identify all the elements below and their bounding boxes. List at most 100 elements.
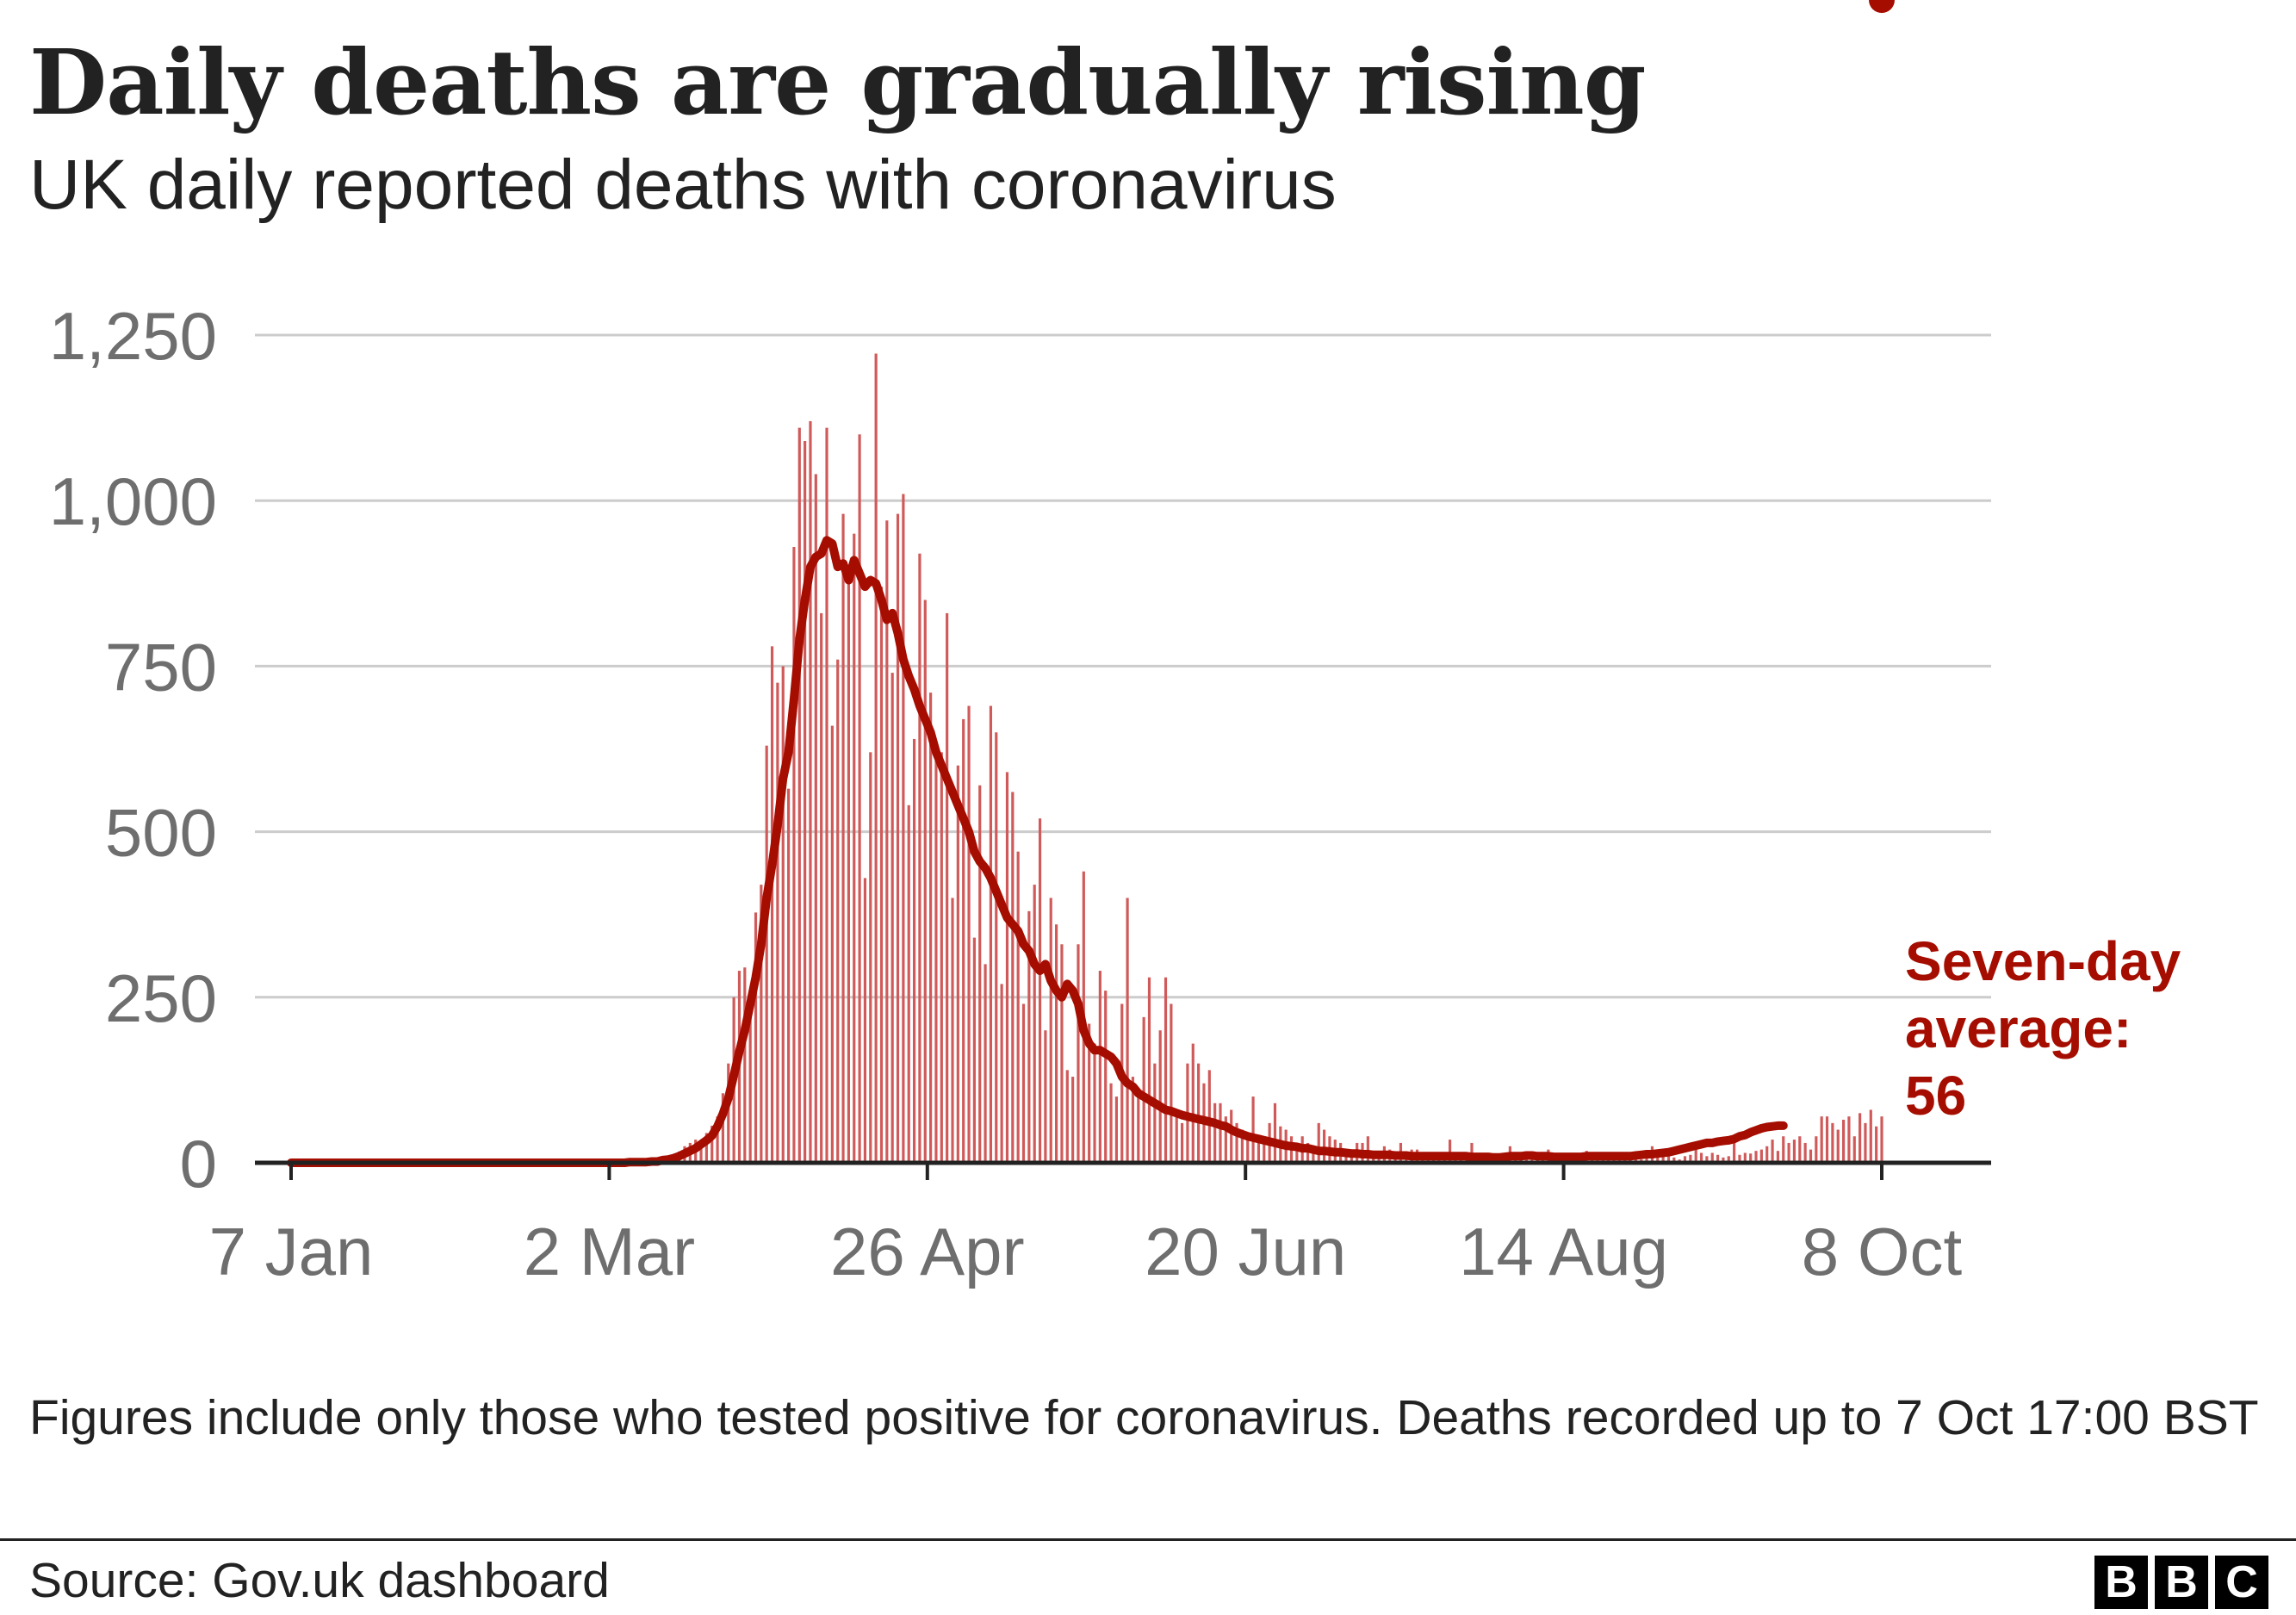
daily-deaths-bars (623, 353, 1883, 1164)
daily-death-bar (1093, 1043, 1096, 1163)
daily-death-bar (1191, 1043, 1195, 1163)
daily-death-bar (1246, 1136, 1250, 1163)
daily-death-bar (1859, 1113, 1862, 1163)
daily-death-bar (885, 520, 889, 1163)
seven-day-average-path (287, 536, 1788, 1167)
daily-death-bar (989, 705, 993, 1163)
daily-death-bar (1164, 977, 1168, 1163)
daily-death-bar (1224, 1116, 1227, 1163)
daily-death-bar (1071, 1077, 1075, 1163)
y-tick-label: 250 (105, 960, 217, 1036)
daily-death-bar (792, 547, 796, 1163)
daily-death-bar (847, 580, 850, 1163)
x-tick-label: 2 Mar (524, 1214, 695, 1289)
daily-death-bar (776, 682, 779, 1163)
daily-death-bar (1836, 1129, 1840, 1163)
daily-death-bar (874, 353, 878, 1164)
daily-death-bar (1716, 1154, 1720, 1163)
footnote: Figures include only those who tested po… (29, 1390, 2259, 1445)
daily-death-bar (929, 693, 933, 1163)
daily-death-bar (804, 441, 807, 1163)
bbc-logo-letter: C (2215, 1556, 2268, 1609)
daily-death-bar (781, 666, 785, 1163)
daily-death-bar (1787, 1142, 1790, 1163)
daily-death-bar (1765, 1146, 1769, 1163)
daily-death-bar (786, 788, 791, 1163)
daily-death-bar (1869, 1109, 1872, 1163)
daily-death-bar (754, 912, 758, 1163)
chart-title: Daily deaths are gradually rising (29, 29, 1646, 135)
daily-death-bar (1235, 1122, 1238, 1163)
daily-death-bar (836, 659, 840, 1163)
daily-death-bar (1645, 1156, 1648, 1163)
y-tick-label: 1,000 (49, 463, 217, 539)
daily-death-bar (1104, 991, 1108, 1163)
daily-death-bar (890, 673, 894, 1163)
daily-death-bar (1820, 1116, 1823, 1163)
daily-death-bar (1699, 1152, 1703, 1163)
bbc-logo-letter: B (2155, 1556, 2208, 1609)
daily-death-bar (1027, 910, 1031, 1163)
daily-death-bar (1175, 1116, 1178, 1163)
chart-subtitle: UK daily reported deaths with coronaviru… (29, 146, 1337, 224)
average-annotation-text: Seven-day (1905, 930, 2181, 992)
daily-death-bar (1733, 1141, 1736, 1163)
daily-death-bar (1448, 1140, 1452, 1163)
daily-death-bar (1263, 1142, 1266, 1163)
daily-death-bar (946, 612, 949, 1163)
x-tick-label: 14 Aug (1459, 1214, 1668, 1289)
daily-death-bar (1738, 1154, 1741, 1163)
daily-death-bar (1114, 1096, 1118, 1163)
daily-death-bar (1722, 1157, 1725, 1163)
daily-death-bar (770, 646, 774, 1163)
daily-death-bar (1815, 1136, 1818, 1163)
daily-death-bar (814, 474, 817, 1163)
daily-death-bar (984, 964, 987, 1163)
daily-death-bar (760, 885, 763, 1163)
daily-death-bar (951, 898, 954, 1163)
daily-death-bar (1754, 1151, 1758, 1163)
daily-death-bar (956, 765, 959, 1163)
daily-death-bar (1170, 1003, 1173, 1163)
daily-death-bar (1137, 1090, 1140, 1163)
daily-death-bar (1213, 1103, 1217, 1163)
daily-death-bar (1207, 1070, 1211, 1163)
daily-death-bar (1273, 1103, 1277, 1163)
daily-death-bar (1197, 1063, 1201, 1163)
daily-death-bar (972, 937, 976, 1163)
daily-death-bar (1257, 1142, 1261, 1163)
daily-death-bar (1021, 1003, 1026, 1163)
daily-death-bar (704, 1133, 708, 1163)
daily-death-bar (1841, 1120, 1846, 1163)
daily-death-bar (1809, 1149, 1813, 1163)
bbc-logo: B B C (2094, 1556, 2268, 1609)
daily-death-bar (1005, 772, 1009, 1163)
seven-day-average-line (287, 0, 1895, 1167)
daily-death-bar (1666, 1156, 1671, 1163)
daily-death-bar (1366, 1136, 1369, 1163)
chart-area: 0 250 500 750 1,000 1,250 7 Jan 2 Mar 26 Apr 20 … (49, 0, 2181, 1289)
daily-death-bar (1689, 1154, 1692, 1163)
y-tick-label: 0 (180, 1126, 217, 1202)
footer-divider (0, 1538, 2296, 1541)
daily-death-bar (918, 553, 922, 1163)
daily-death-bar (1694, 1149, 1697, 1163)
average-annotation-text: average: (1905, 997, 2132, 1059)
daily-death-bar (1852, 1136, 1856, 1163)
daily-death-bar (721, 1093, 725, 1163)
daily-death-bar (743, 967, 747, 1163)
gridlines (255, 333, 1991, 999)
daily-death-bar (1656, 1156, 1660, 1163)
daily-death-bar (863, 878, 867, 1163)
daily-death-bar (1825, 1116, 1829, 1163)
x-tick-label: 8 Oct (1802, 1214, 1963, 1289)
daily-death-bar (830, 725, 834, 1163)
daily-death-bar (978, 785, 982, 1163)
daily-death-bar (1158, 1030, 1162, 1163)
daily-death-bar (1077, 944, 1080, 1163)
daily-death-bar (716, 1116, 719, 1163)
daily-death-bar (1055, 924, 1058, 1163)
daily-death-bar (995, 732, 998, 1163)
daily-death-bar (1705, 1156, 1709, 1163)
